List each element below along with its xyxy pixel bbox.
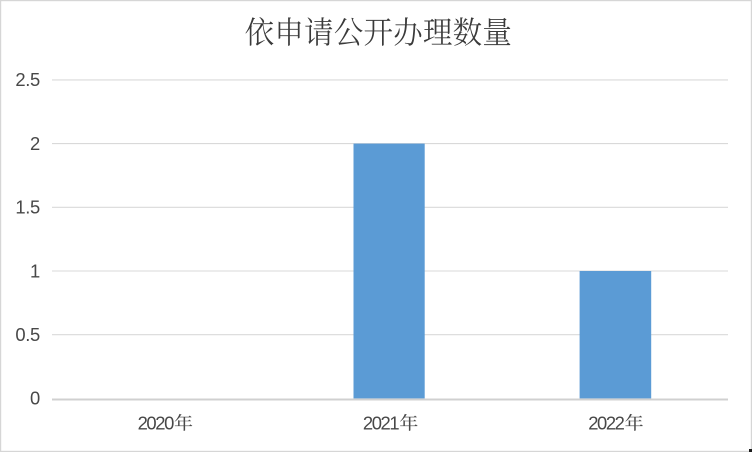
svg-text:0.5: 0.5 <box>15 324 40 345</box>
svg-text:2: 2 <box>30 133 40 154</box>
svg-text:2020: 2020 <box>138 412 174 433</box>
svg-text:2022: 2022 <box>588 412 624 433</box>
svg-text:1: 1 <box>30 260 40 281</box>
svg-text:2021: 2021 <box>363 412 399 433</box>
svg-text:1.5: 1.5 <box>15 197 40 218</box>
svg-text:2.5: 2.5 <box>15 69 40 90</box>
svg-text:0: 0 <box>30 388 40 409</box>
